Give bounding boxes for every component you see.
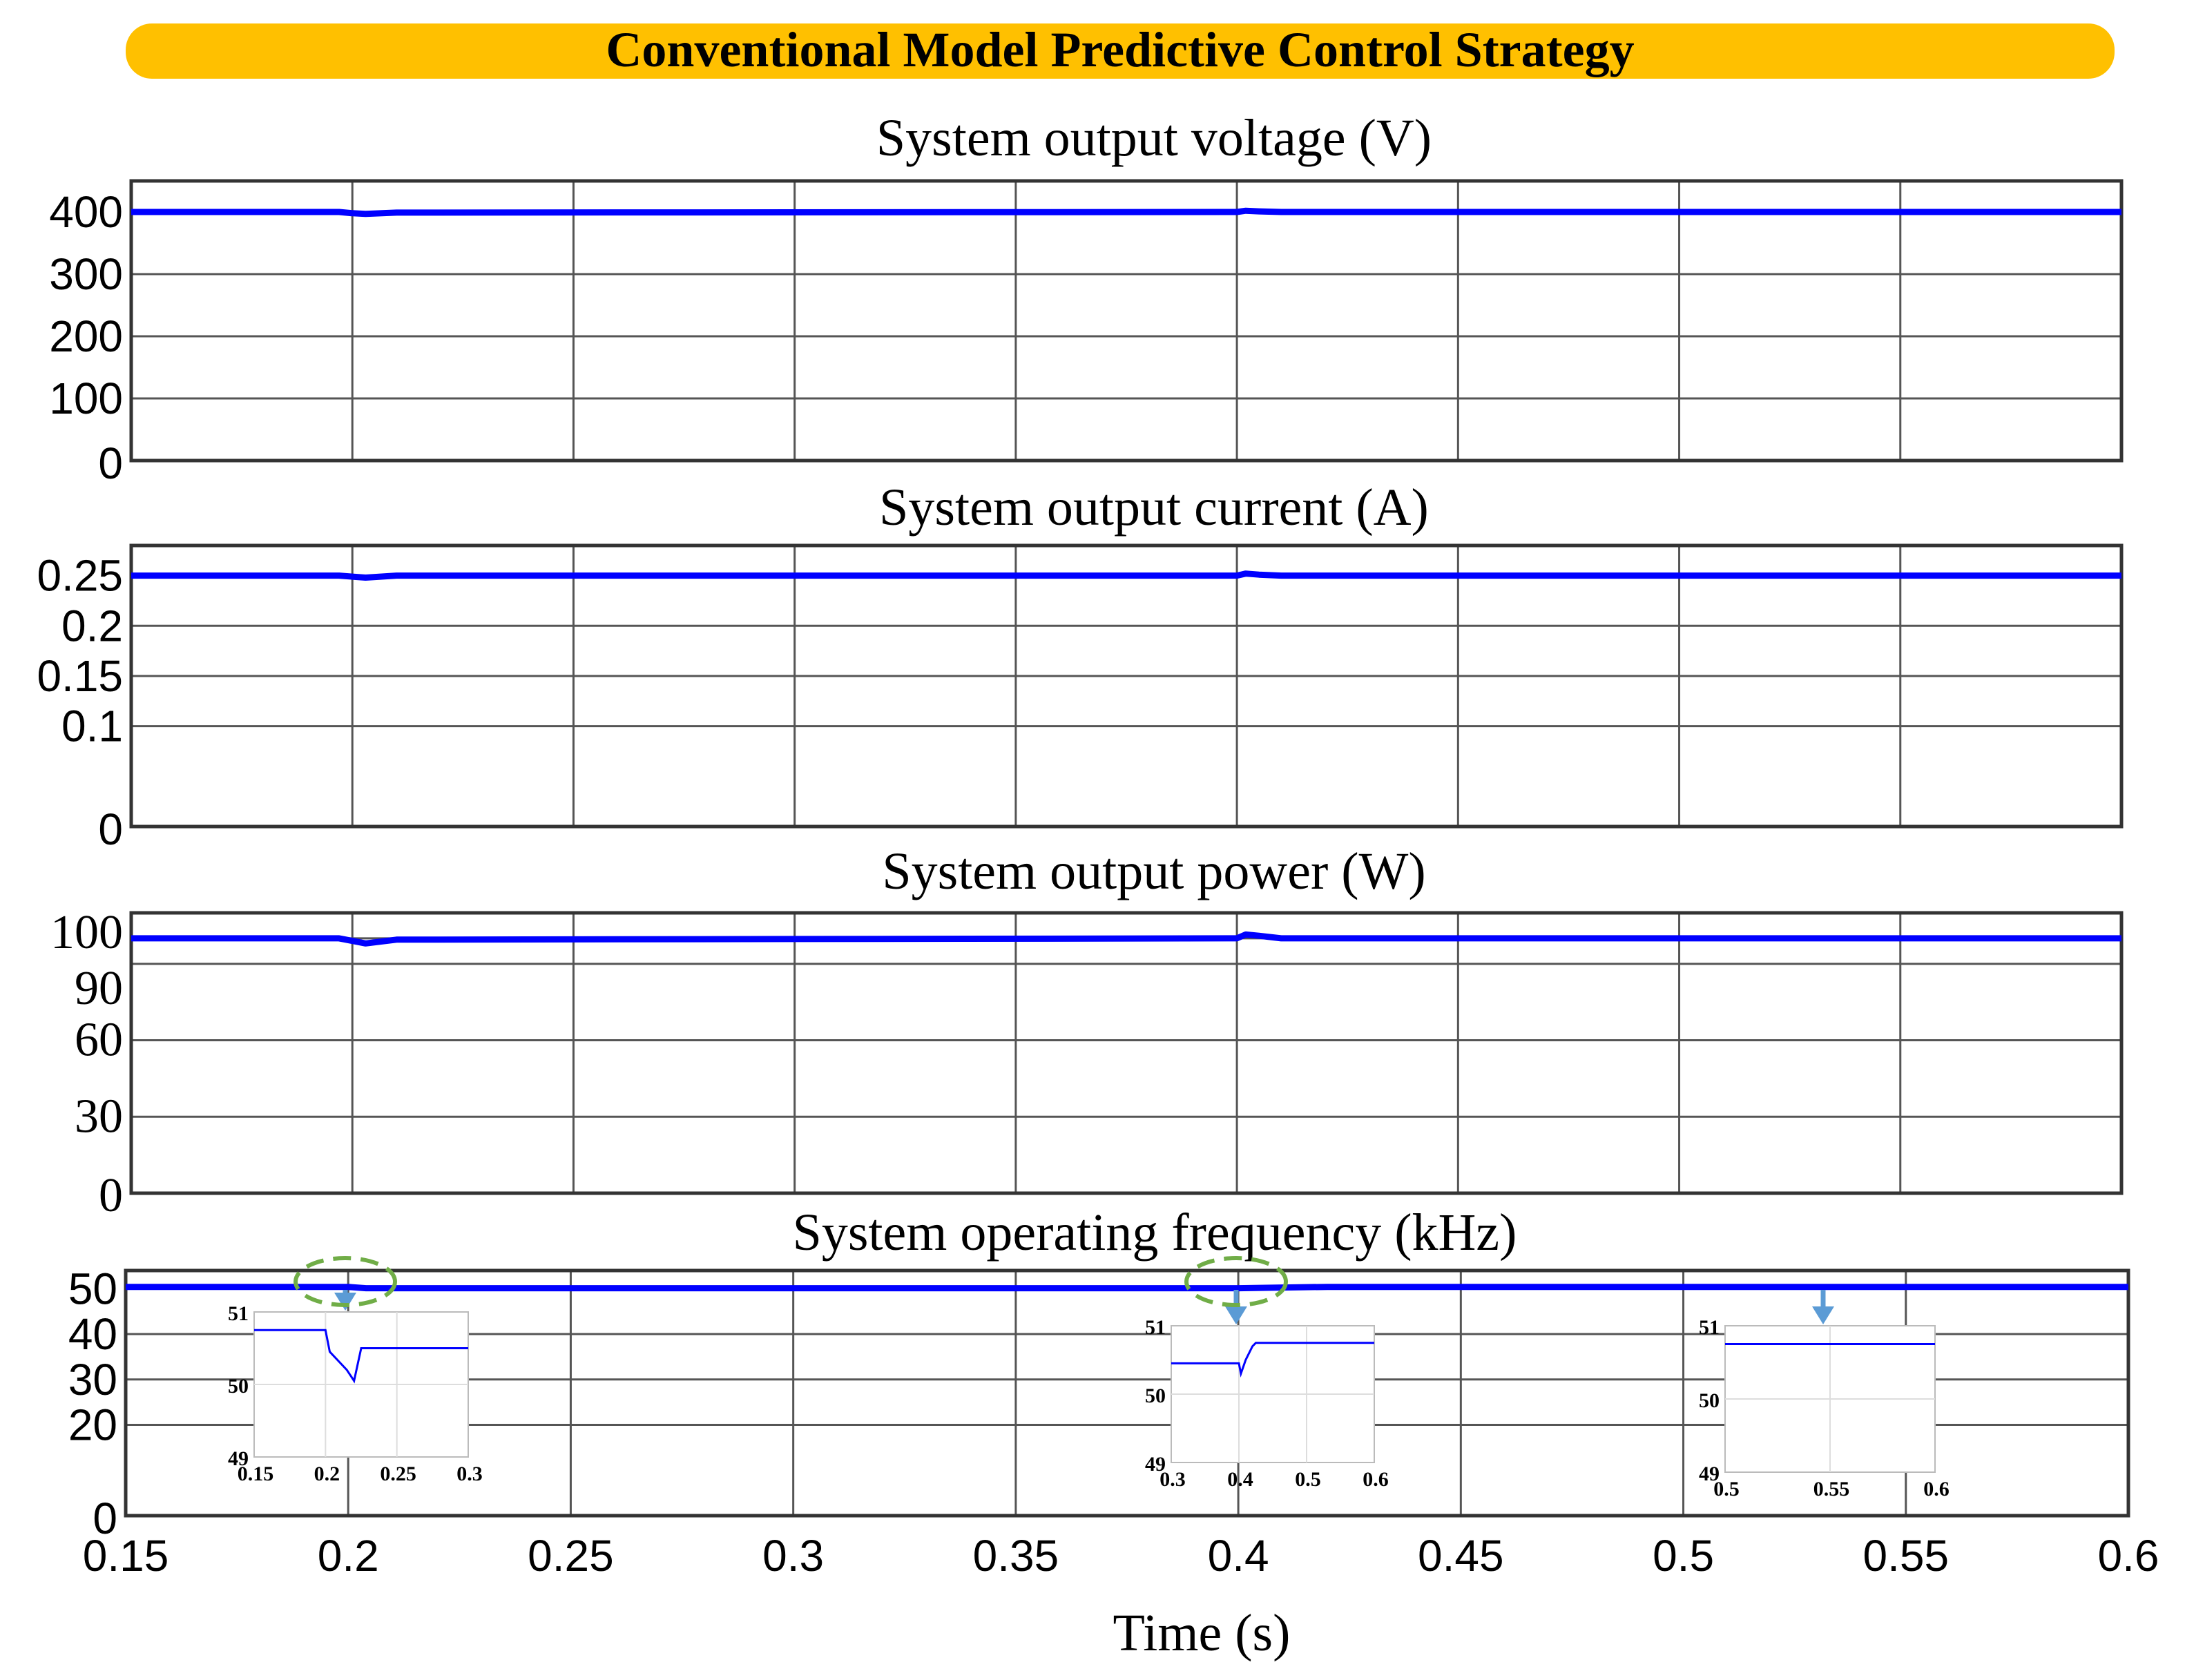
inset-y-tick-label: 50 <box>1145 1384 1166 1407</box>
y-tick-label: 300 <box>49 249 123 299</box>
x-tick-label: 0.5 <box>1653 1531 1714 1581</box>
y-tick-label: 400 <box>49 187 123 237</box>
panel-frame <box>129 911 2124 1195</box>
title-banner-text: Conventional Model Predictive Control St… <box>606 22 1634 77</box>
y-tick-label: 100 <box>50 906 123 959</box>
inset-x-tick-label: 0.5 <box>1713 1478 1740 1500</box>
inset-y-tick-label: 51 <box>1699 1316 1720 1339</box>
x-tick-label: 0.2 <box>318 1531 379 1581</box>
inset-y-tick-label: 50 <box>1699 1389 1720 1412</box>
inset-1: 0.15 0.2 0.25 0.3 49 50 51 <box>228 1290 483 1485</box>
y-tick-label: 30 <box>68 1355 117 1404</box>
panel-frame <box>124 1268 2130 1518</box>
inset-x-tick-label: 0.3 <box>1159 1468 1186 1491</box>
series-line <box>131 931 2121 947</box>
inset-x-tick-label: 0.15 <box>238 1462 274 1485</box>
inset-x-tick-label: 0.25 <box>380 1462 416 1485</box>
y-tick-label: 0.15 <box>37 651 123 701</box>
inset-y-tick-label: 49 <box>228 1447 249 1470</box>
panels: System output voltage (V)0100200300400Sy… <box>37 109 2159 1581</box>
panel-title: System output voltage (V) <box>876 109 1432 167</box>
callout-arrow-head <box>1225 1306 1247 1324</box>
y-tick-label: 0 <box>98 438 123 488</box>
x-tick-label: 0.25 <box>528 1531 614 1581</box>
inset-y-tick-label: 51 <box>1145 1316 1166 1339</box>
inset-series-line <box>1171 1342 1374 1378</box>
panel-2: System output current (A) 0 0.10.150.20.25 <box>37 479 2124 854</box>
x-tick-label: 0.45 <box>1418 1531 1504 1581</box>
series-line <box>131 570 2121 581</box>
x-tick-label: 0.4 <box>1208 1531 1269 1581</box>
panel-frame <box>129 179 2124 463</box>
x-axis: Time (s) <box>1113 1604 1291 1662</box>
inset-x-tick-label: 0.6 <box>1363 1468 1389 1491</box>
inset-x-tick-label: 0.4 <box>1227 1468 1253 1491</box>
inset-x-tick-label: 0.55 <box>1813 1478 1850 1500</box>
panel-title: System operating frequency (kHz) <box>793 1204 1517 1262</box>
y-tick-label: 200 <box>49 311 123 361</box>
callout-arrow-head <box>334 1293 356 1311</box>
title-banner: Conventional Model Predictive Control St… <box>126 22 2115 79</box>
y-tick-label: 40 <box>68 1309 117 1359</box>
title-banner-background <box>126 23 2115 79</box>
x-tick-label: 0.15 <box>83 1531 169 1581</box>
callout-arrow-head <box>1812 1306 1834 1324</box>
x-tick-label: 0.55 <box>1862 1531 1949 1581</box>
panel-frame <box>129 543 2124 829</box>
y-tick-label: 0.2 <box>61 601 123 650</box>
y-tick-label: 50 <box>68 1264 117 1313</box>
inset-x-tick-label: 0.5 <box>1295 1468 1321 1491</box>
y-tick-label: 0.1 <box>61 702 123 751</box>
y-tick-label: 90 <box>75 962 123 1015</box>
inset-series-line <box>254 1329 468 1384</box>
y-tick-label: 0 <box>99 1169 123 1222</box>
x-axis-label: Time (s) <box>1113 1604 1291 1662</box>
x-tick-label: 0.35 <box>973 1531 1059 1581</box>
inset-x-tick-label: 0.2 <box>314 1462 340 1485</box>
y-tick-label: 0 <box>98 804 123 854</box>
y-tick-label: 0 <box>93 1494 117 1543</box>
inset-x-tick-label: 0.6 <box>1923 1478 1950 1500</box>
highlight-ellipse <box>1184 1256 1288 1307</box>
inset-x-tick-label: 0.3 <box>456 1462 483 1485</box>
inset-y-tick-label: 49 <box>1145 1453 1166 1476</box>
y-tick-label: 0.25 <box>37 551 123 601</box>
y-tick-label: 30 <box>75 1090 123 1143</box>
panel-title: System output power (W) <box>882 842 1425 900</box>
panel-1: System output voltage (V) 0 100 200 300 400 <box>49 109 2124 488</box>
series-line <box>126 1284 2128 1292</box>
inset-y-tick-label: 51 <box>228 1302 249 1325</box>
inset-3: 0.5 0.55 0.6 49 50 51 <box>1699 1290 1950 1500</box>
x-tick-label: 0.6 <box>2098 1531 2159 1581</box>
y-tick-label: 100 <box>49 374 123 423</box>
highlight-ellipse <box>293 1256 397 1307</box>
inset-y-tick-label: 50 <box>228 1375 249 1398</box>
inset-y-tick-label: 49 <box>1699 1462 1720 1485</box>
y-tick-label: 20 <box>68 1400 117 1450</box>
y-tick-label: 60 <box>75 1014 123 1067</box>
inset-2: 0.3 0.4 0.5 0.6 49 50 51 <box>1145 1290 1389 1491</box>
panel-4: System operating frequency (kHz)02030405… <box>68 1204 2159 1581</box>
series-line <box>131 207 2121 218</box>
x-tick-label: 0.3 <box>762 1531 824 1581</box>
panel-title: System output current (A) <box>879 479 1429 537</box>
